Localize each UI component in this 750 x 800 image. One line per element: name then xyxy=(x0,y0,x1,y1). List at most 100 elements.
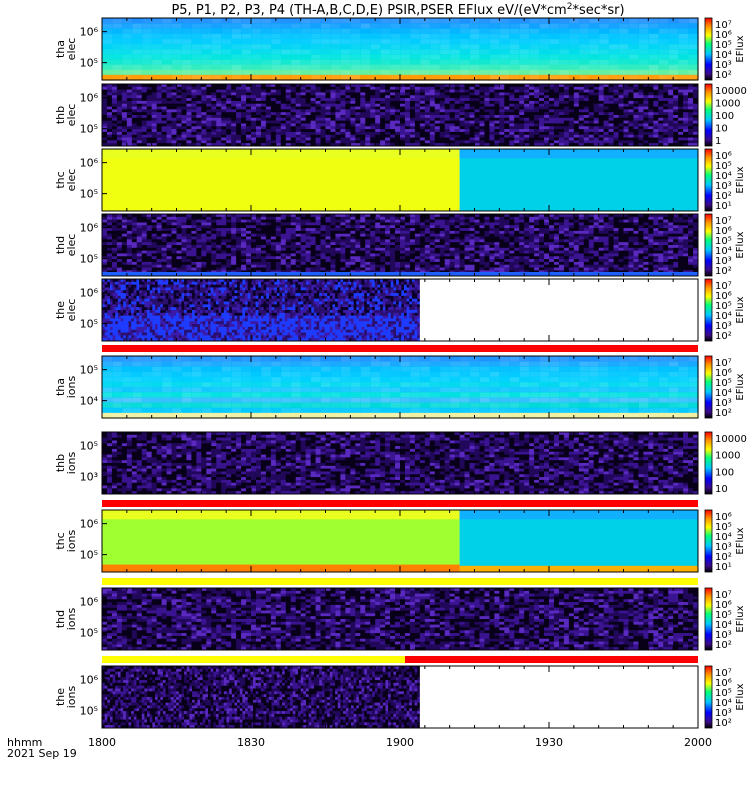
heatmap-cell xyxy=(186,89,192,93)
heatmap-cell xyxy=(345,84,351,88)
heatmap-cell xyxy=(211,92,217,96)
heatmap-cell xyxy=(678,54,689,60)
heatmap-cell xyxy=(544,106,550,110)
heatmap-cell xyxy=(544,98,550,102)
heatmap-cell xyxy=(330,109,336,113)
heatmap-cell xyxy=(270,95,277,99)
heatmap-cell xyxy=(688,86,694,91)
heatmap-cell xyxy=(350,49,361,55)
heatmap-cell xyxy=(688,33,699,40)
heatmap-cell xyxy=(171,69,183,76)
colorbar-tick-label: 10⁵ xyxy=(715,40,732,51)
heatmap-cell xyxy=(275,92,282,96)
heatmap-cell xyxy=(211,103,217,108)
heatmap-cell xyxy=(668,112,674,116)
heatmap-cell xyxy=(578,131,585,136)
heatmap-cell xyxy=(355,137,361,141)
heatmap-cell xyxy=(231,106,237,110)
heatmap-cell xyxy=(504,95,510,99)
heatmap-cell xyxy=(608,49,620,55)
heatmap-cell xyxy=(459,59,471,66)
heatmap-cell xyxy=(593,117,600,122)
heatmap-cell xyxy=(539,54,550,60)
heatmap-cell xyxy=(211,54,222,60)
heatmap-cell xyxy=(578,100,585,105)
heatmap-cell xyxy=(270,84,277,88)
heatmap-cell xyxy=(221,112,227,116)
heatmap-cell xyxy=(578,106,585,110)
heatmap-cell xyxy=(529,100,535,105)
heatmap-cell xyxy=(360,100,366,105)
heatmap-cell xyxy=(310,54,322,60)
heatmap-cell xyxy=(509,112,515,116)
heatmap-cell xyxy=(216,103,222,108)
heatmap-cell xyxy=(290,38,302,45)
heatmap-cell xyxy=(474,98,480,102)
heatmap-cell xyxy=(365,100,371,105)
heatmap-cell xyxy=(424,115,431,119)
heatmap-cell xyxy=(116,112,123,116)
heatmap-cell xyxy=(226,131,232,136)
heatmap-cell xyxy=(623,109,629,113)
heatmap-cell xyxy=(221,123,227,127)
heatmap-cell xyxy=(598,23,610,29)
heatmap-cell xyxy=(464,86,471,91)
heatmap-cell xyxy=(693,92,699,96)
heatmap-cell xyxy=(121,131,128,136)
heatmap-cell xyxy=(549,74,560,81)
heatmap-cell xyxy=(226,115,232,119)
heatmap-cell xyxy=(583,89,590,93)
heatmap-cell xyxy=(226,134,232,139)
heatmap-cell xyxy=(156,134,163,139)
heatmap-cell xyxy=(121,92,128,96)
heatmap-cell xyxy=(201,43,212,50)
heatmap-cell xyxy=(196,140,202,144)
heatmap-cell xyxy=(345,123,351,127)
heatmap-cell xyxy=(489,115,495,119)
heatmap-cell xyxy=(558,95,565,99)
heatmap-cell xyxy=(151,137,158,141)
heatmap-cell xyxy=(439,69,451,76)
heatmap-cell xyxy=(305,92,312,96)
heatmap-cell xyxy=(628,49,639,55)
heatmap-cell xyxy=(226,84,232,88)
heatmap-cell xyxy=(320,120,326,124)
heatmap-cell xyxy=(429,115,436,119)
heatmap-cell xyxy=(340,117,346,122)
heatmap-cell xyxy=(161,140,168,144)
heatmap-cell xyxy=(216,98,222,102)
heatmap-cell xyxy=(270,89,277,93)
heatmap-cell xyxy=(156,120,163,124)
heatmap-cell xyxy=(568,86,575,91)
heatmap-cell xyxy=(270,64,282,71)
heatmap-cell xyxy=(529,129,535,133)
heatmap-cell xyxy=(563,126,570,130)
heatmap-cell xyxy=(260,95,267,99)
heatmap-cell xyxy=(658,49,669,55)
heatmap-cell xyxy=(578,134,585,139)
heatmap-cell xyxy=(121,69,133,76)
heatmap-cell xyxy=(226,103,232,108)
heatmap-cell xyxy=(191,69,202,76)
heatmap-cell xyxy=(136,112,143,116)
heatmap-cell xyxy=(280,140,287,144)
heatmap-cell xyxy=(668,137,674,141)
heatmap-cell xyxy=(444,120,451,124)
heatmap-cell xyxy=(246,115,252,119)
heatmap-cell xyxy=(300,69,312,76)
heatmap-cell xyxy=(181,123,187,127)
heatmap-cell xyxy=(479,137,485,141)
heatmap-cell xyxy=(668,123,674,127)
heatmap-cell xyxy=(683,89,689,93)
heatmap-cell xyxy=(290,64,302,71)
heatmap-cell xyxy=(588,126,595,130)
heatmap-cell xyxy=(161,89,168,93)
y-tick-label: 10⁶ xyxy=(80,157,99,170)
heatmap-cell xyxy=(454,112,461,116)
heatmap-cell xyxy=(444,123,451,127)
heatmap-cell xyxy=(181,106,187,110)
heatmap-cell xyxy=(529,106,535,110)
heatmap-cell xyxy=(643,134,649,139)
heatmap-cell xyxy=(539,38,550,45)
heatmap-cell xyxy=(206,112,212,116)
